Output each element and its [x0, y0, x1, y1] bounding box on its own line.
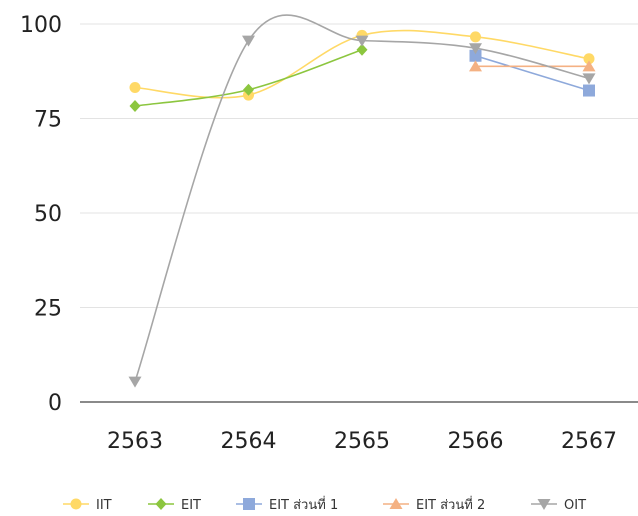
y-tick-label-100: 100 — [20, 13, 62, 38]
legend-marker-0 — [70, 498, 82, 510]
series-3-point-2566 — [469, 60, 482, 72]
legend-label-1: EIT — [181, 498, 201, 513]
legend-entry-4: OIT — [531, 498, 586, 513]
x-tick-label-2563: 2563 — [107, 429, 163, 454]
legend-entry-1: EIT — [148, 498, 201, 513]
series-0-point-2567 — [583, 53, 595, 65]
series-line-2 — [475, 54, 590, 92]
series-2-point-2567 — [583, 84, 595, 97]
legend-marker-1 — [155, 498, 167, 510]
series-lines — [134, 14, 590, 382]
legend-marker-4 — [537, 499, 551, 510]
series-1-point-2565 — [356, 43, 368, 56]
series-4-point-2566 — [469, 43, 482, 55]
x-tick-label-2567: 2567 — [561, 429, 617, 454]
series-markers — [128, 29, 596, 388]
y-axis-tick-labels: 0 25 50 75 100 — [20, 13, 62, 416]
series-2-point-2566 — [469, 49, 482, 62]
x-axis-tick-labels: 2563 2564 2565 2566 2567 — [107, 429, 617, 454]
series-1-point-2564 — [243, 83, 254, 96]
legend-label-2: EIT ส่วนที่ 1 — [269, 496, 338, 513]
y-tick-label-0: 0 — [48, 391, 62, 416]
series-3-point-2567 — [582, 60, 596, 72]
x-tick-label-2566: 2566 — [448, 429, 504, 454]
series-line-4 — [134, 14, 590, 382]
legend-entry-3: EIT ส่วนที่ 2 — [383, 496, 485, 513]
series-4-point-2564 — [242, 35, 255, 47]
legend: IIT EIT EIT ส่วนที่ 1 EIT ส่วนที่ 2 OIT — [63, 496, 586, 513]
series-0-point-2566 — [470, 31, 481, 43]
legend-marker-2 — [243, 498, 255, 510]
legend-label-4: OIT — [564, 498, 586, 513]
x-tick-label-2564: 2564 — [221, 429, 277, 454]
legend-label-0: IIT — [96, 498, 112, 513]
legend-entry-0: IIT — [63, 498, 112, 513]
legend-label-3: EIT ส่วนที่ 2 — [416, 496, 485, 513]
series-4-point-2565 — [355, 35, 369, 47]
series-4-point-2567 — [582, 73, 596, 85]
legend-marker-3 — [389, 498, 403, 509]
series-4-point-2563 — [128, 376, 142, 388]
series-0-point-2563 — [129, 82, 141, 94]
gridlines — [80, 23, 638, 308]
y-tick-label-50: 50 — [34, 202, 62, 227]
x-tick-label-2565: 2565 — [334, 429, 390, 454]
series-1-point-2563 — [129, 100, 141, 113]
legend-entry-2: EIT ส่วนที่ 1 — [236, 496, 338, 513]
y-tick-label-75: 75 — [34, 108, 62, 133]
y-tick-label-25: 25 — [34, 297, 62, 322]
